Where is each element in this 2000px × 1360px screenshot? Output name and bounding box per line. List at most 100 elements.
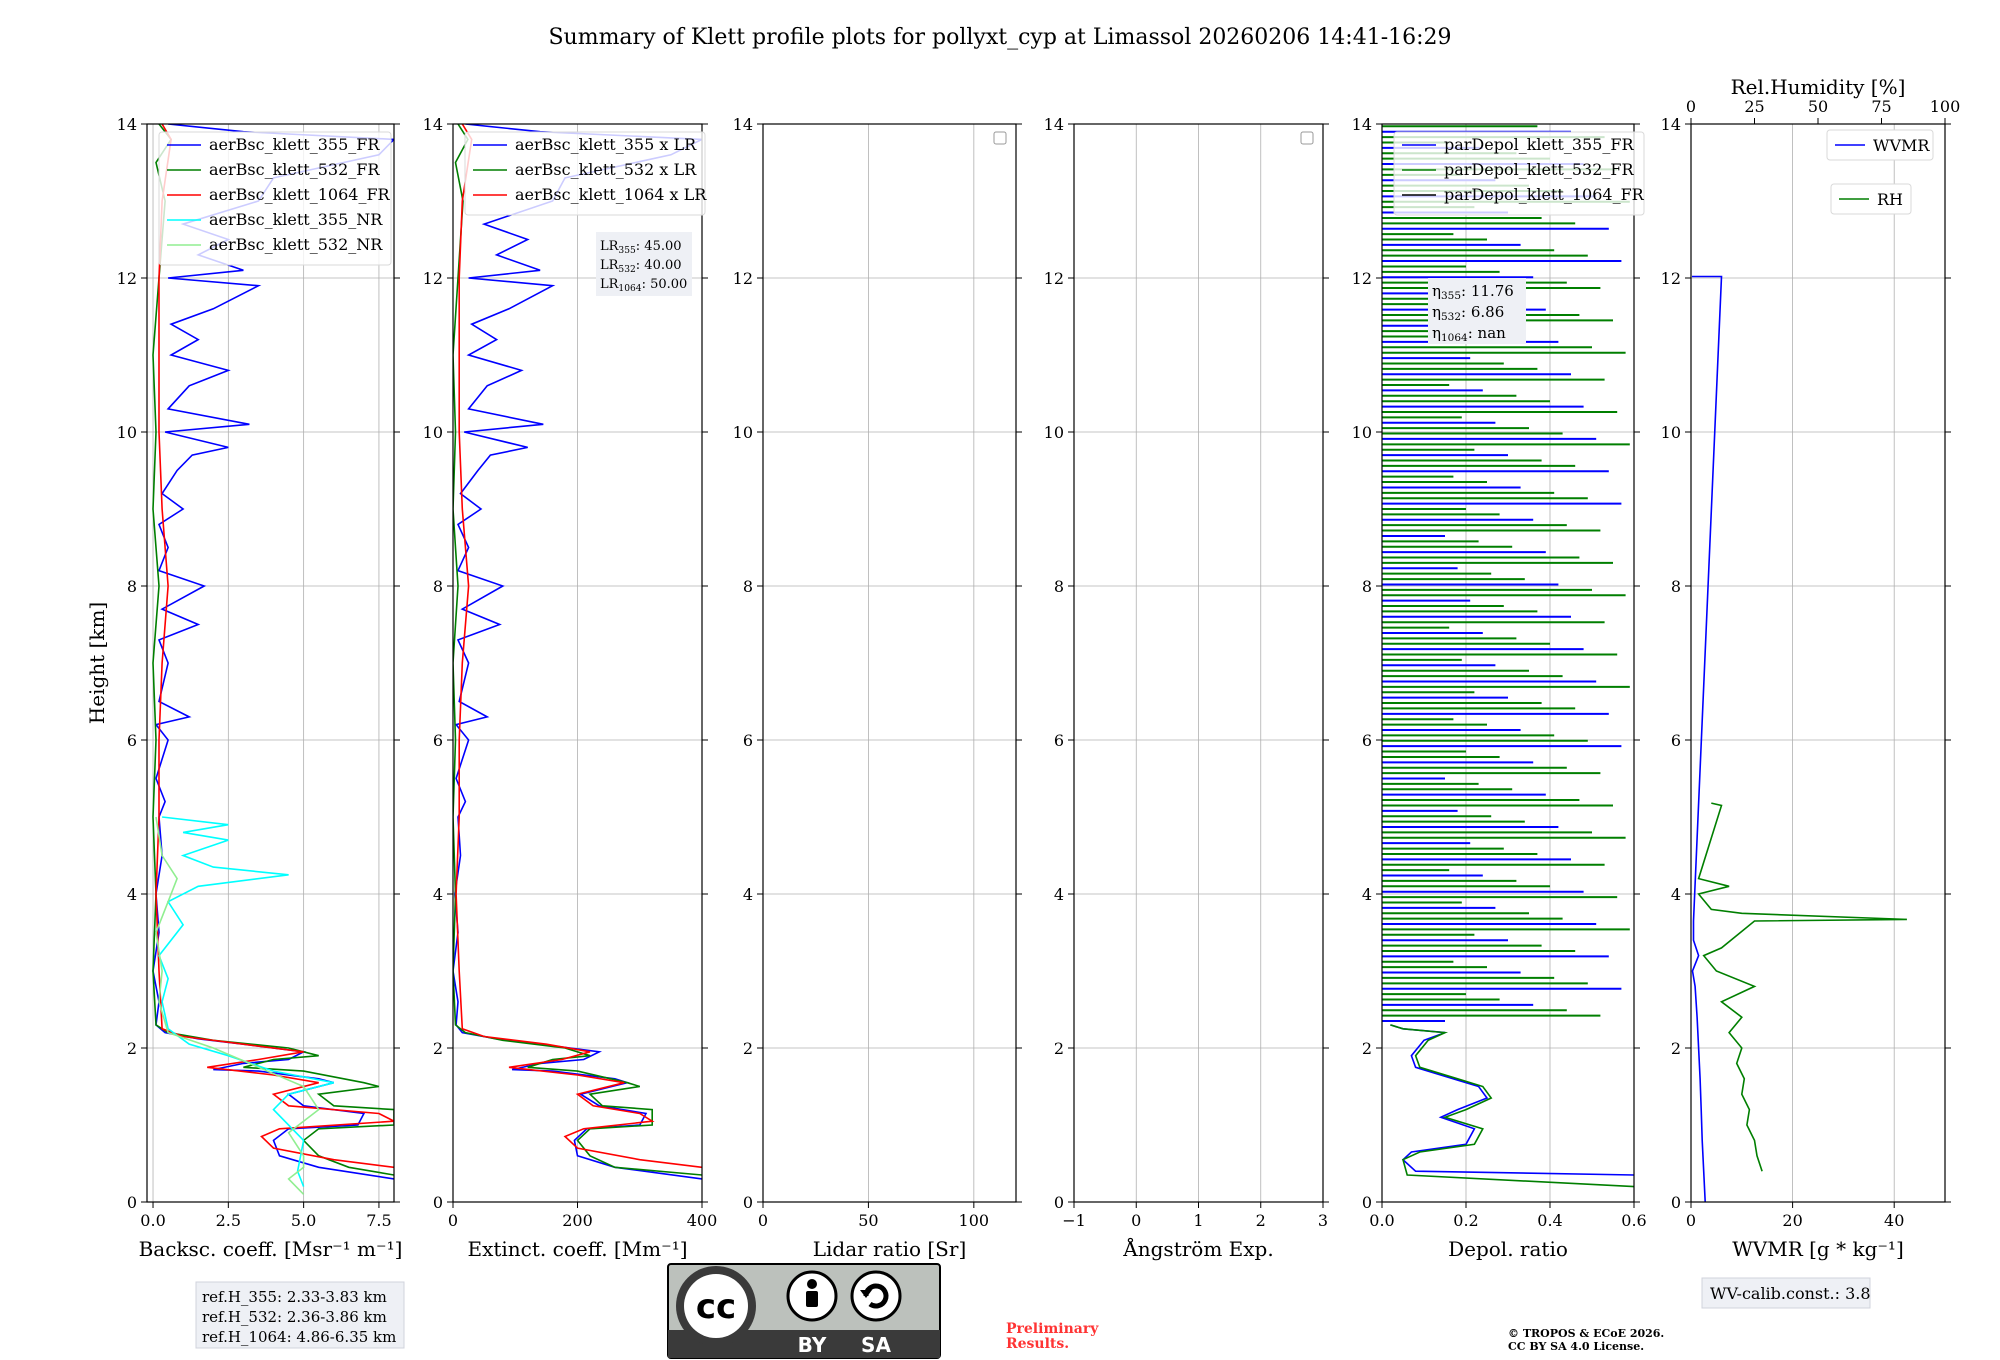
y-tick-label: 8	[1054, 577, 1064, 596]
y-tick-label: 8	[127, 577, 137, 596]
legend-box	[1830, 183, 1912, 215]
y-tick-label: 14	[1661, 115, 1681, 134]
legend-label: aerBsc_klett_355 x LR	[515, 135, 697, 154]
empty-legend-box	[993, 131, 1007, 145]
y-tick-label: 8	[743, 577, 753, 596]
legend-label: aerBsc_klett_1064 x LR	[515, 185, 707, 204]
y-tick-label: 2	[1054, 1039, 1064, 1058]
y-tick-label: 10	[733, 423, 753, 442]
ref-height-1064: ref.H_1064: 4.86-6.35 km	[202, 1328, 396, 1346]
x-tick-label: 20	[1782, 1211, 1802, 1230]
y-tick-label: 10	[1661, 423, 1681, 442]
x-tick-label: 0.2	[1453, 1211, 1478, 1230]
x-tick-label: 50	[858, 1211, 878, 1230]
y-tick-label: 0	[1362, 1193, 1372, 1212]
legend-ext: aerBsc_klett_355 x LR aerBsc_klett_532 x …	[464, 131, 707, 216]
y-tick-label: 2	[1362, 1039, 1372, 1058]
y-tick-label: 4	[1054, 885, 1064, 904]
y-tick-label: 14	[733, 115, 753, 134]
legend-wvmr: WVMR	[1826, 129, 1934, 161]
y-tick-label: 10	[1352, 423, 1372, 442]
panel-dep: 0.0 0.2 0.4 0.6 0 2 4 6 8 10 12 14 Depol. ratio parDe…	[1352, 115, 1647, 1261]
legend-label: parDepol_klett_532_FR	[1444, 160, 1635, 179]
y-tick-label: 2	[433, 1039, 443, 1058]
copyright-line1: © TROPOS & ECoE 2026.	[1508, 1327, 1664, 1340]
x-tick-label: 0.0	[140, 1211, 165, 1230]
x-axis-label: Depol. ratio	[1448, 1237, 1568, 1261]
y-tick-label: 2	[1671, 1039, 1681, 1058]
legend-label: WVMR	[1873, 136, 1930, 155]
y-tick-label: 10	[117, 423, 137, 442]
series-line-aerBsc_klett_1064 x LR	[455, 124, 702, 1169]
y-tick-label: 12	[1352, 269, 1372, 288]
x-tick-label: 0.6	[1621, 1211, 1646, 1230]
series-line-aerBsc_klett_532_NR	[155, 816, 320, 1195]
x-tick-label: −1	[1062, 1211, 1086, 1230]
x-axis-label: Extinct. coeff. [Mm⁻¹]	[467, 1237, 687, 1261]
cc-by-label: BY	[798, 1333, 827, 1357]
cc-sa-label: SA	[861, 1333, 891, 1357]
x-tick-label: 2.5	[216, 1211, 241, 1230]
empty-legend-box	[1300, 131, 1314, 145]
x-tick-label: 2	[1256, 1211, 1266, 1230]
x-axis-label: Ångström Exp.	[1122, 1236, 1273, 1261]
legend-label: aerBsc_klett_532_FR	[209, 160, 380, 179]
preliminary-results-line2: Results.	[1006, 1336, 1069, 1352]
cc-by-sa-badge[interactable]: cc BY SA	[667, 1263, 941, 1359]
x-tick-label: 0	[758, 1211, 768, 1230]
axes-frame	[1690, 123, 1946, 1203]
axes-frame	[762, 123, 1017, 1203]
y-tick-label: 12	[733, 269, 753, 288]
lr-text-1064: LR1064: 50.00	[600, 277, 687, 294]
annotation-box	[1428, 278, 1526, 344]
copyright-line2: CC BY SA 4.0 License.	[1508, 1340, 1644, 1353]
y-tick-label: 6	[1362, 731, 1372, 750]
y-tick-label: 6	[127, 731, 137, 750]
y-tick-label: 4	[1671, 885, 1681, 904]
y-tick-label: 12	[117, 269, 137, 288]
plot-area	[1382, 125, 1634, 1188]
legend-label: aerBsc_klett_532 x LR	[515, 160, 697, 179]
y-tick-label: 4	[433, 885, 443, 904]
annotation-box	[596, 232, 692, 296]
top-axis-label: Rel.Humidity [%]	[1731, 75, 1906, 99]
top-x-tick-label: 100	[1930, 97, 1961, 116]
y-tick-label: 8	[1671, 577, 1681, 596]
legend-label: RH	[1877, 190, 1903, 209]
x-tick-label: 5.0	[291, 1211, 316, 1230]
y-tick-label: 6	[743, 731, 753, 750]
panel-ext: 0 200 400 0 2 4 6 8 10 12 14 Extinct. coeff. [Mm⁻¹]…	[423, 115, 718, 1261]
lr-text-355: LR355: 45.00	[600, 239, 682, 256]
x-tick-label: 0.0	[1369, 1211, 1394, 1230]
y-tick-label: 14	[1044, 115, 1064, 134]
x-tick-label: 3	[1318, 1211, 1328, 1230]
top-x-tick-label: 0	[1686, 97, 1696, 116]
series-line-aerBsc_klett_532_FR	[152, 124, 394, 1176]
series-line-aerBsc_klett_355_FR	[152, 124, 394, 1180]
series-line-aerBsc_klett_355_NR	[158, 816, 334, 1187]
y-tick-label: 14	[117, 115, 137, 134]
wv-calib-text: WV-calib.const.: 3.8	[1710, 1284, 1871, 1303]
x-tick-label: 0	[1686, 1211, 1696, 1230]
y-tick-label: 12	[423, 269, 443, 288]
y-tick-label: 0	[127, 1193, 137, 1212]
figure-title: Summary of Klett profile plots for polly…	[548, 25, 1451, 50]
legend-box	[158, 131, 392, 266]
eta-text-1064: η1064: nan	[1432, 324, 1506, 344]
series-line-parDepol_klett_355_FR	[1390, 1024, 1634, 1176]
legend-bsc: aerBsc_klett_355_FR aerBsc_klett_532_FRae…	[158, 131, 392, 266]
series-line-parDepol_klett_532_FR	[1390, 1024, 1634, 1188]
x-tick-label: 1	[1193, 1211, 1203, 1230]
eta-text-532: η532: 6.86	[1432, 303, 1504, 323]
cc-logo-text: cc	[696, 1287, 736, 1327]
panel-wv: 0 20 40 0 2 4 6 8 10 12 14 WVMR [g * kg⁻¹] 0 25 50 75 10…	[1661, 75, 1961, 1261]
y-tick-label: 14	[423, 115, 443, 134]
x-tick-label: 200	[562, 1211, 593, 1230]
ref-height-box: ref.H_355: 2.33-3.83 km ref.H_532: 2.36-…	[195, 1281, 405, 1349]
eta-text-355: η355: 11.76	[1432, 282, 1514, 302]
legend-rh: RH	[1830, 183, 1912, 215]
legend-label: aerBsc_klett_1064_FR	[209, 185, 391, 204]
panel-bsc: 0.0 2.5 5.0 7.5 0 2 4 6 8 10 12 14 Backsc. coeff. [M…	[85, 115, 402, 1261]
y-tick-label: 12	[1044, 269, 1064, 288]
